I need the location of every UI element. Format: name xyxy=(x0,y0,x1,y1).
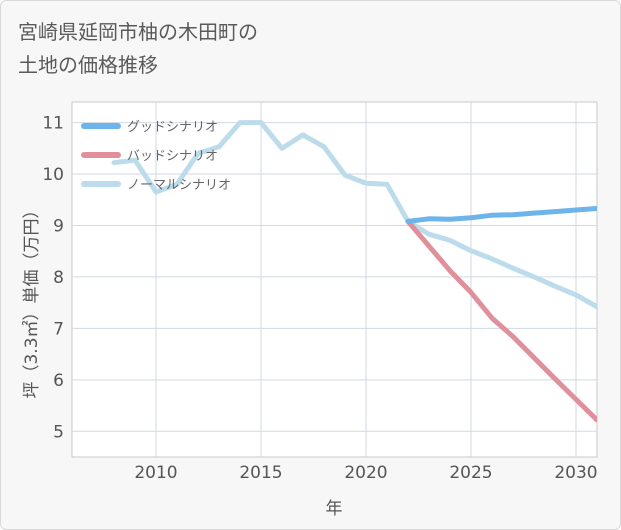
series-layer xyxy=(111,120,597,423)
x-tick-label: 2030 xyxy=(554,463,597,483)
legend-label: グッドシナリオ xyxy=(127,120,218,135)
y-tick-label: 10 xyxy=(42,165,64,185)
x-tick-label: 2020 xyxy=(344,463,387,483)
series-line-0 xyxy=(405,206,597,224)
x-axis-label: 年 xyxy=(326,499,343,519)
y-tick-label: 5 xyxy=(53,422,64,442)
chart-title: 宮崎県延岡市柚の木田町の 土地の価格推移 xyxy=(18,16,378,82)
chart-title-line-1: 宮崎県延岡市柚の木田町の xyxy=(18,20,258,44)
y-axis-label: 坪（3.3㎡）単価（万円） xyxy=(22,201,42,398)
y-tick-label: 8 xyxy=(53,268,64,288)
gridlines xyxy=(72,102,597,457)
y-tick-label: 11 xyxy=(42,114,64,134)
chart-title-line-2: 土地の価格推移 xyxy=(18,53,158,77)
series-line-2 xyxy=(111,120,597,310)
x-tick-label: 2010 xyxy=(134,463,177,483)
y-tick-label: 9 xyxy=(53,216,64,236)
x-tick-label: 2015 xyxy=(239,463,282,483)
legend-label: バッドシナリオ xyxy=(127,149,218,164)
y-tick-label: 7 xyxy=(53,319,64,339)
series-line-1 xyxy=(405,218,597,423)
legend-label: ノーマルシナリオ xyxy=(127,178,231,193)
y-tick-label: 6 xyxy=(53,371,64,391)
x-tick-label: 2025 xyxy=(449,463,492,483)
x-tick-labels: 2010 2015 2020 2025 2030 xyxy=(134,463,597,483)
y-tick-labels: 5 6 7 8 9 10 11 xyxy=(42,114,64,443)
